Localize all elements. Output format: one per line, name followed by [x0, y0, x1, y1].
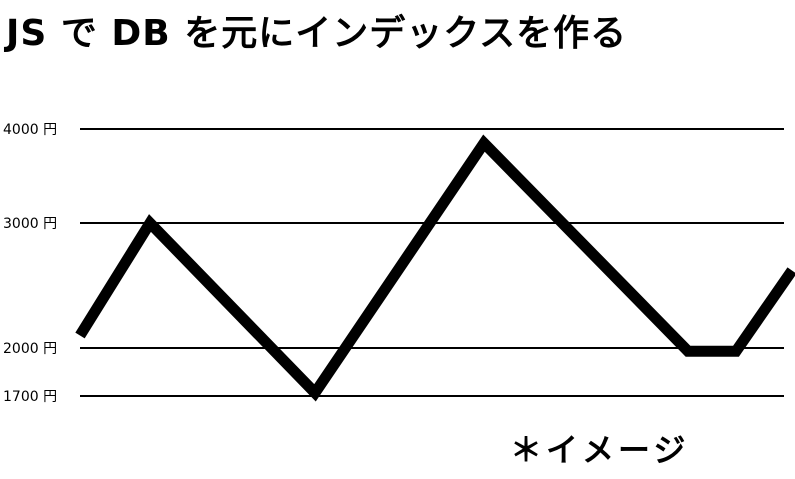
y-tick-label: 4000 円 [3, 122, 57, 138]
y-tick-label: 3000 円 [3, 216, 57, 232]
y-tick-label: 2000 円 [3, 341, 57, 357]
chart-title: JS で DB を元にインデックスを作る [6, 13, 628, 54]
series-line [75, 134, 795, 402]
image-note: ＊イメージ [510, 431, 690, 469]
series-lines [75, 134, 795, 402]
y-tick-label: 1700 円 [3, 389, 57, 405]
y-axis-tick-labels: 4000 円 3000 円 2000 円 1700 円 [3, 122, 57, 405]
